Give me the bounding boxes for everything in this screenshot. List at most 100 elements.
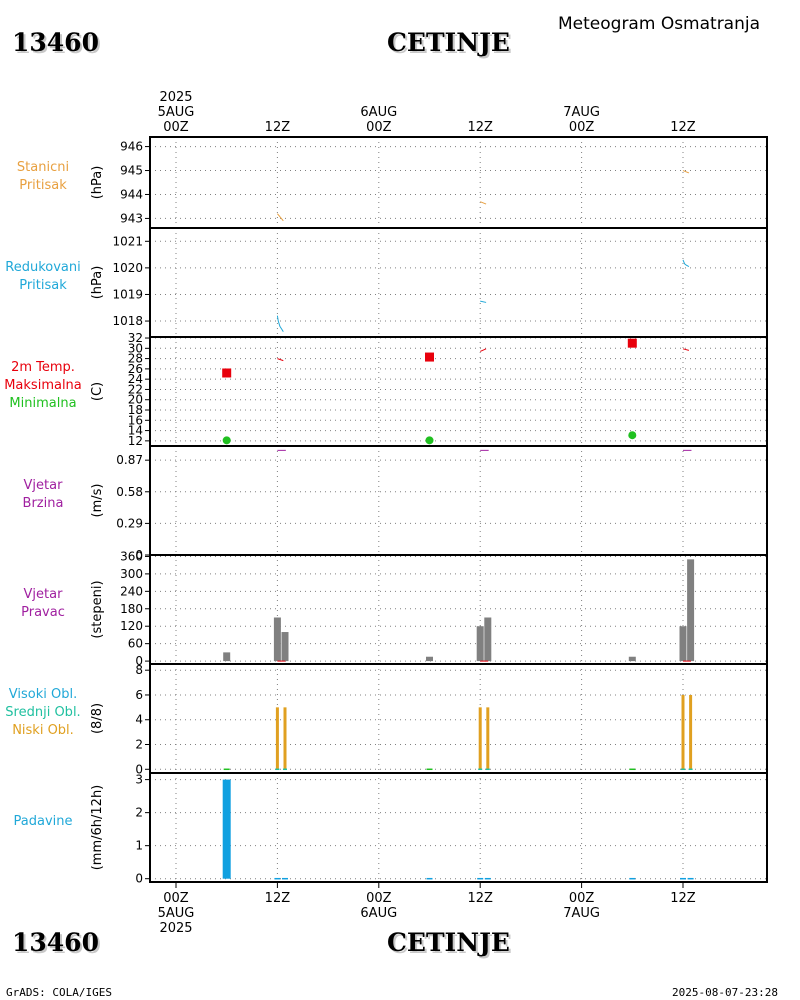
time-axis-bottom-label: 12Z [265, 891, 291, 906]
y-tick-label: 945 [120, 164, 143, 178]
stanicni-line [277, 213, 284, 222]
panel-frame-redukovani [149, 227, 768, 338]
wind-direction-bar [223, 652, 231, 662]
panel-label-oblaci: Visoki Obl. Srednji Obl. Niski Obl. [0, 686, 98, 740]
y-tick-label: 16 [128, 413, 143, 427]
time-axis-bottom-label: 7AUG [563, 906, 600, 921]
station-name-bottom: CETINJE [387, 928, 510, 957]
y-tick-label: 0 [135, 872, 143, 886]
y-tick-label: 26 [128, 362, 143, 376]
panel-label-line: Padavine [13, 813, 73, 829]
panel-frame-pravac [149, 554, 768, 665]
tmin-marker [425, 436, 434, 445]
y-tick-label: 32 [128, 331, 143, 345]
wind-direction-bar [679, 626, 687, 662]
y-tick-label: 6 [135, 688, 143, 702]
panel-label-line: Brzina [22, 495, 64, 511]
tmin-marker [628, 431, 637, 440]
cloud-low-bar [486, 707, 490, 770]
y-tick-label: 24 [128, 372, 143, 386]
temp-line [480, 348, 487, 352]
y-tick-label: 3 [135, 773, 143, 787]
y-tick-label: 240 [120, 584, 143, 598]
y-tick-label: 28 [128, 352, 143, 366]
panel-label-padavine: Padavine [0, 813, 98, 831]
y-tick-label: 944 [120, 187, 143, 201]
y-tick-label: 0.58 [116, 485, 143, 499]
time-axis-top-label: 12Z [265, 120, 291, 135]
y-tick-label: 12 [128, 434, 143, 448]
unit-label-pravac: (stepeni) [90, 580, 105, 638]
time-axis-top-label: 2025 [159, 90, 192, 105]
station-id-top: 13460 [12, 28, 99, 57]
y-tick-label: 120 [120, 619, 143, 633]
y-tick-label: 300 [120, 567, 143, 581]
y-tick-label: 20 [128, 393, 143, 407]
panel-label-line: Vjetar [23, 586, 63, 602]
tmin-marker [222, 436, 231, 445]
y-tick-label: 1 [135, 839, 143, 853]
panel-label-line: Srednji Obl. [5, 704, 81, 720]
y-tick-label: 8 [135, 663, 143, 677]
panel-frame-stanicni [149, 136, 768, 229]
unit-label-oblaci: (8/8) [90, 703, 105, 734]
y-tick-label: 180 [120, 602, 143, 616]
time-axis-bottom-label: 00Z [366, 891, 392, 906]
y-tick-label: 0 [135, 548, 143, 562]
panel-label-line: Visoki Obl. [8, 686, 78, 702]
y-tick-label: 18 [128, 403, 143, 417]
time-axis-top-label: 7AUG [563, 105, 600, 120]
panel-label-line: 2m Temp. [11, 359, 75, 375]
wind-direction-bar [628, 656, 636, 662]
precip-bar [222, 779, 231, 879]
panel-label-line: Redukovani [5, 259, 81, 275]
stanicni-line [682, 170, 690, 174]
panel-label-temperatura: 2m Temp. Maksimalna Minimalna [0, 359, 98, 413]
time-axis-bottom-label: 5AUG [158, 906, 195, 921]
y-tick-label: 360 [120, 549, 143, 563]
station-name-top: CETINJE [387, 28, 510, 57]
panel-label-stanicni: Stanicni Pritisak [0, 159, 98, 195]
y-tick-label: 22 [128, 382, 143, 396]
panel-label-line: Pritisak [19, 277, 67, 293]
stanicni-line [480, 201, 487, 205]
meteogram-subtitle: Meteogram Osmatranja [558, 14, 761, 34]
panel-label-line: Minimalna [9, 395, 77, 411]
cloud-low-bar [681, 694, 685, 770]
y-tick-label: 0 [135, 762, 143, 776]
unit-label-redukovani: (hPa) [90, 266, 105, 300]
wind-direction-bar [426, 656, 433, 662]
redukovani-line [682, 259, 690, 267]
y-tick-label: 0.87 [116, 453, 143, 467]
y-tick-label: 0.29 [116, 516, 143, 530]
y-tick-label: 0 [135, 654, 143, 668]
panel-label-brzina: Vjetar Brzina [0, 477, 98, 513]
y-tick-label: 1019 [112, 287, 143, 301]
wind-direction-bar [281, 632, 289, 662]
panel-frame-padavine [149, 772, 768, 883]
tmax-marker [222, 368, 232, 378]
wind-direction-bar [484, 617, 492, 662]
y-tick-label: 60 [128, 637, 143, 651]
cloud-low-bar [283, 707, 287, 770]
y-tick-label: 4 [135, 713, 143, 727]
time-axis-bottom-label: 2025 [159, 921, 192, 936]
redukovani-line [480, 300, 487, 303]
redukovani-line [276, 315, 284, 332]
y-tick-label: 1021 [112, 234, 143, 248]
time-axis-bottom-label: 00Z [163, 891, 189, 906]
temp-line [682, 348, 690, 351]
tmax-marker [425, 352, 434, 362]
footer-credit: GrADS: COLA/IGES [6, 986, 112, 999]
panel-frame-temperatura [149, 336, 768, 447]
time-axis-top-label: 6AUG [360, 105, 397, 120]
panel-frame-brzina [149, 445, 768, 556]
unit-label-stanicni: (hPa) [90, 166, 105, 200]
y-tick-label: 943 [120, 211, 143, 225]
y-tick-label: 946 [120, 140, 143, 154]
unit-label-temperatura: (C) [90, 382, 105, 401]
footer-timestamp: 2025-08-07-23:28 [672, 986, 778, 999]
cloud-low-bar [275, 707, 279, 770]
panel-label-line: Vjetar [23, 477, 63, 493]
